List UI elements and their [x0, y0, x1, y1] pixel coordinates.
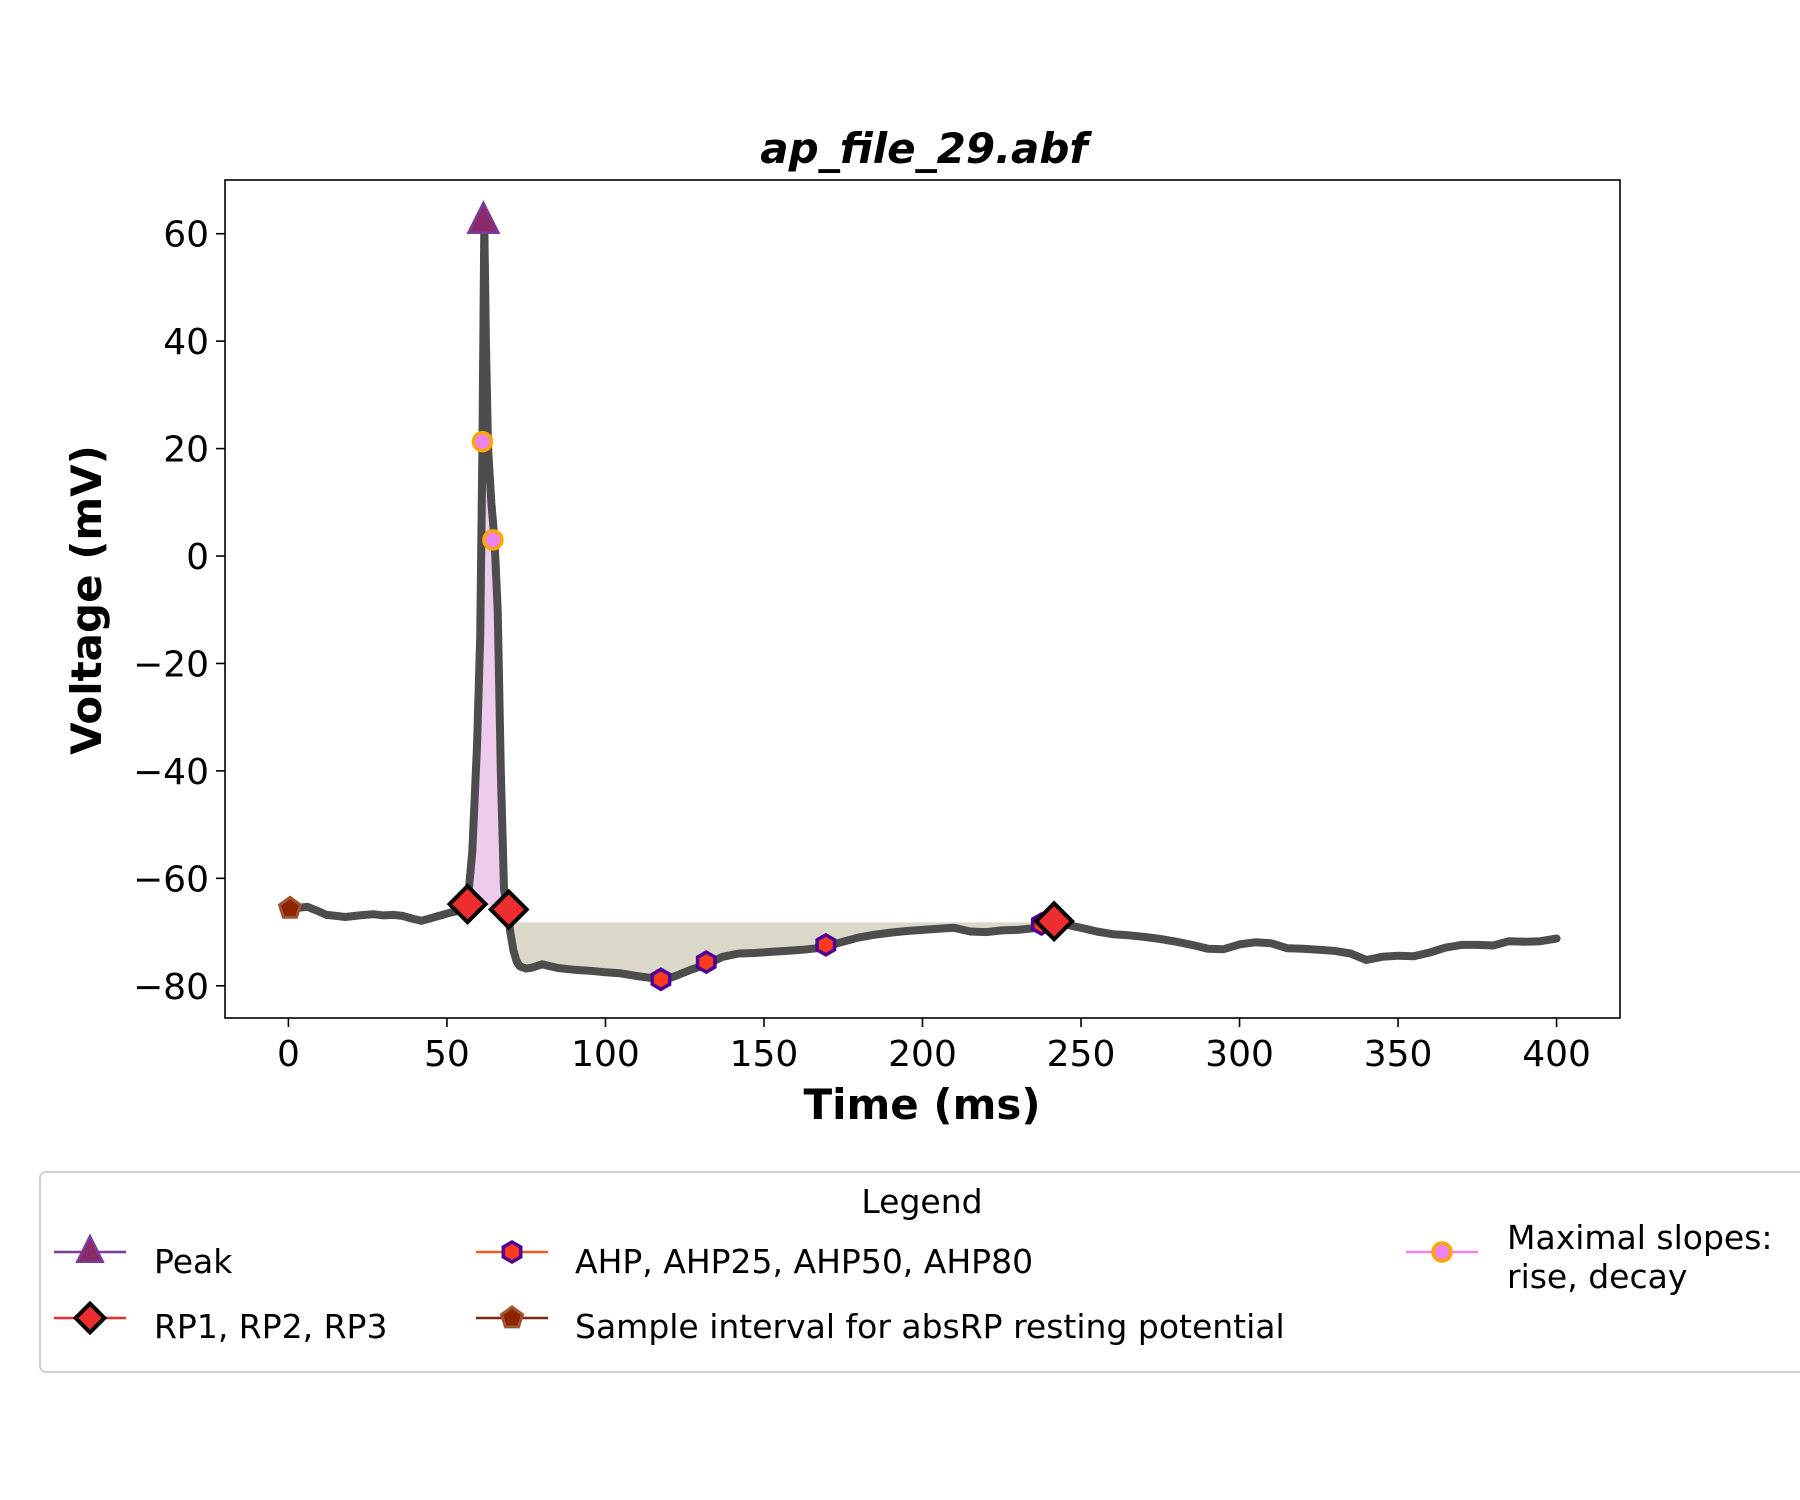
legend-box [39, 1171, 1800, 1373]
x-tick-label: 350 [1364, 1034, 1433, 1075]
x-tick-label: 200 [888, 1034, 957, 1075]
rp-marker-1 [446, 883, 489, 925]
legend-label-rp: RP1, RP2, RP3 [154, 1307, 387, 1346]
legend-label-absrp: Sample interval for absRP resting potent… [575, 1307, 1285, 1346]
legend-label-peak: Peak [154, 1242, 233, 1281]
ahp-marker-2 [695, 950, 717, 975]
shaded-regions [467, 222, 1042, 981]
legend-label-slopes-line2: rise, decay [1507, 1257, 1687, 1296]
y-axis-label: Voltage (mV) [62, 445, 111, 755]
y-tick-label: −20 [133, 644, 209, 685]
legend-label-slopes: Maximal slopes: [1507, 1218, 1773, 1257]
legend-title: Legend [861, 1182, 982, 1221]
legend-marker-rp [72, 1300, 108, 1336]
ahp-marker-3 [815, 932, 837, 957]
x-tick-label: 250 [1047, 1034, 1116, 1075]
x-axis-label: Time (ms) [803, 1080, 1040, 1129]
x-tick-label: 50 [424, 1034, 470, 1075]
x-tick-label: 0 [277, 1034, 300, 1075]
peak-marker-1 [466, 199, 501, 235]
x-tick-label: 400 [1522, 1034, 1591, 1075]
y-tick-label: 0 [186, 537, 209, 578]
plot-frame [224, 179, 1621, 1019]
chart-title: ap_file_29.abf [760, 124, 1092, 173]
legend-marker-peak [75, 1233, 105, 1263]
plot-area [224, 179, 1621, 1019]
x-tick-label: 100 [571, 1034, 640, 1075]
rp-marker-2 [487, 888, 530, 931]
absrp-marker-1 [277, 895, 303, 919]
y-tick-label: −60 [133, 859, 209, 900]
ahp-marker-1 [650, 967, 672, 992]
legend-marker-absrp [499, 1305, 525, 1329]
markers [277, 199, 1075, 992]
y-tick-label: 20 [163, 430, 209, 471]
x-tick-label: 150 [730, 1034, 799, 1075]
y-tick-label: 40 [163, 322, 209, 363]
rp-marker-3 [1033, 900, 1075, 943]
y-tick-label: −80 [133, 967, 209, 1008]
slopes-marker-1 [471, 430, 494, 453]
x-tick-label: 300 [1205, 1034, 1274, 1075]
legend: Legend Peak RP1, RP2, RP3 AHP, AHP25, AHP5… [39, 1171, 1800, 1373]
x-axis: 0 50 100 150 200 250 300 350 400 [277, 1018, 1591, 1075]
legend-label-ahp: AHP, AHP25, AHP50, AHP80 [575, 1242, 1033, 1281]
legend-marker-ahp [501, 1239, 523, 1265]
y-axis: −80 −60 −40 −20 0 20 40 60 [133, 215, 225, 1008]
y-tick-label: 60 [163, 215, 209, 256]
y-tick-label: −40 [133, 752, 209, 793]
legend-marker-slopes [1431, 1241, 1453, 1263]
slopes-marker-2 [482, 529, 504, 551]
